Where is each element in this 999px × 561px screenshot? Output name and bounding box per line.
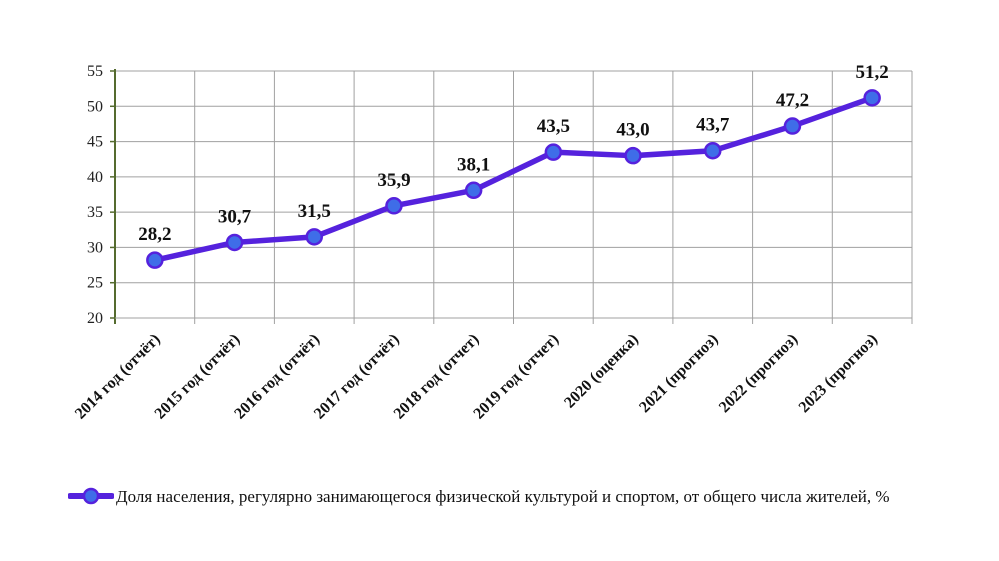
- x-tick-label: 2023 (прогноз): [796, 331, 881, 416]
- data-point: [464, 181, 483, 200]
- data-point: [146, 251, 164, 269]
- data-point: [544, 143, 563, 161]
- data-labels: 28,2 30,7 31,5 35,9 38,1 43,5 43,0 43,7 47,2 51,2: [138, 62, 889, 245]
- series-line: [152, 95, 875, 263]
- data-label: 28,2: [138, 224, 171, 245]
- line-chart: 20 25 30 35 40 45 50 55 2014 год (отчёт)2015 го…: [72, 62, 913, 423]
- x-tick-label: 2018 год (отчет): [391, 331, 483, 423]
- x-tick-label: 2017 год (отчёт): [311, 331, 403, 423]
- data-point: [624, 146, 642, 165]
- series-group: [146, 89, 881, 269]
- x-tick-label: 2014 год (отчёт): [72, 331, 164, 423]
- y-tick-label: 30: [87, 239, 103, 256]
- data-point: [863, 89, 881, 107]
- x-axis-ticks: 2014 год (отчёт)2015 год (отчёт)2016 год…: [72, 317, 912, 423]
- y-axis-ticks: 20 25 30 35 40 45 50 55: [87, 63, 116, 327]
- y-tick-label: 40: [87, 169, 103, 186]
- x-tick-label: 2019 год (отчет): [470, 331, 562, 423]
- data-label: 35,9: [377, 170, 410, 191]
- y-tick-label: 25: [87, 275, 103, 292]
- data-point: [704, 141, 722, 160]
- x-tick-label: 2020 (оценка): [561, 331, 642, 412]
- x-tick-label: 2021 (прогноз): [636, 331, 721, 416]
- data-point: [783, 117, 802, 135]
- x-tick-label: 2016 год (отчёт): [231, 331, 323, 423]
- y-tick-label: 20: [87, 310, 103, 327]
- legend-swatch: [68, 487, 114, 505]
- x-tick-label: 2015 год (отчёт): [152, 331, 244, 423]
- data-label: 43,5: [537, 116, 570, 137]
- data-point: [305, 228, 323, 246]
- y-tick-label: 50: [87, 98, 103, 115]
- data-point: [385, 197, 403, 215]
- legend-label: Доля населения, регулярно занимающегося …: [116, 487, 890, 506]
- data-label: 43,0: [616, 120, 649, 141]
- y-tick-label: 55: [87, 63, 103, 80]
- y-tick-label: 35: [87, 204, 103, 221]
- data-label: 30,7: [218, 206, 252, 227]
- y-tick-label: 45: [87, 134, 103, 151]
- x-tick-label: 2022 (прогноз): [716, 331, 801, 416]
- data-label: 51,2: [856, 62, 889, 83]
- data-point: [225, 233, 244, 252]
- data-label: 31,5: [298, 201, 331, 222]
- data-label: 38,1: [457, 154, 490, 175]
- data-label: 47,2: [776, 90, 809, 111]
- data-label: 43,7: [696, 115, 730, 136]
